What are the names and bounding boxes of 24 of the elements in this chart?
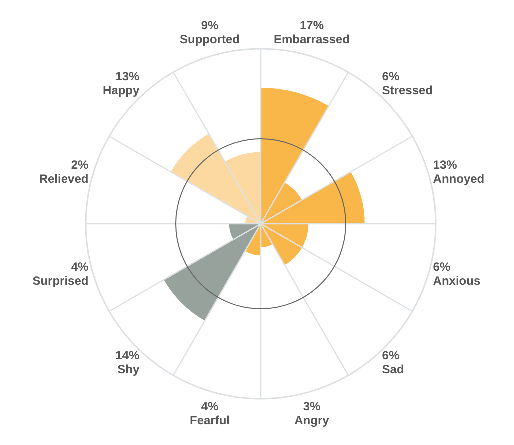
category-label: Shy — [118, 362, 140, 376]
category-label: Surprised — [32, 274, 89, 288]
category-label: Happy — [103, 84, 140, 98]
category-label: Annoyed — [433, 172, 485, 186]
data-label: 13% — [433, 158, 458, 172]
data-label: 6% — [382, 70, 400, 84]
data-label: 4% — [71, 260, 90, 274]
category-label: Anxious — [433, 274, 481, 288]
category-label: Embarrassed — [274, 32, 350, 47]
data-label: 14% — [116, 348, 140, 362]
data-label: 6% — [433, 260, 451, 274]
data-label: 4% — [201, 399, 220, 414]
category-label: Stressed — [382, 84, 434, 98]
category-label: Relieved — [39, 172, 89, 186]
category-label: Sad — [382, 362, 404, 376]
data-label: 9% — [201, 18, 220, 33]
data-label: 6% — [382, 348, 400, 362]
data-label: 3% — [303, 399, 321, 414]
category-label: Fearful — [190, 413, 230, 428]
category-label: Supported — [180, 32, 240, 47]
data-label: 17% — [300, 18, 324, 33]
data-label: 2% — [71, 158, 90, 172]
data-label: 13% — [116, 70, 140, 84]
category-label: Angry — [294, 413, 330, 428]
